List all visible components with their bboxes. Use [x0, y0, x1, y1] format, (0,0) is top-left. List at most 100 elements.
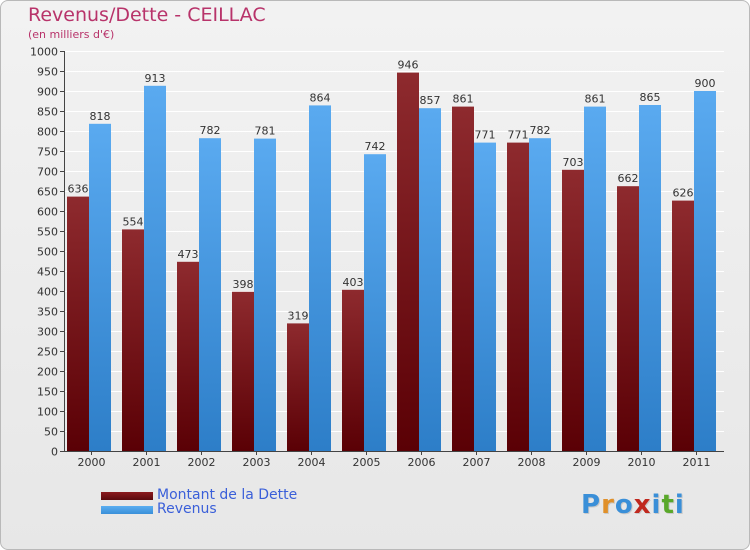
y-tick-label: 700 [37, 166, 58, 179]
y-tick-label: 350 [37, 306, 58, 319]
y-tick-label: 750 [37, 146, 58, 159]
y-tick-label: 800 [37, 126, 58, 139]
data-label-revenue-2009: 861 [585, 93, 606, 106]
bar-debt-2001 [122, 229, 144, 451]
y-tick-label: 300 [37, 326, 58, 339]
logo-letter: P [581, 490, 602, 520]
bar-revenue-2007 [474, 142, 496, 451]
y-tick-label: 500 [37, 246, 58, 259]
x-tick-label-2007: 2007 [463, 456, 491, 469]
data-label-debt-2005: 403 [343, 276, 364, 289]
legend-swatch-debt [101, 492, 153, 500]
x-tick-label-2008: 2008 [518, 456, 546, 469]
bar-revenue-2010 [639, 105, 661, 451]
data-label-revenue-2003: 781 [255, 125, 276, 138]
y-tick-label: 950 [37, 66, 58, 79]
bar-revenue-2006 [419, 108, 441, 451]
data-label-revenue-2000: 818 [90, 110, 111, 123]
bar-debt-2005 [342, 289, 364, 451]
data-label-debt-2010: 662 [618, 172, 639, 185]
y-tick-label: 550 [37, 226, 58, 239]
bar-debt-2003 [232, 291, 254, 451]
grid-lines [64, 51, 724, 452]
data-label-debt-2007: 861 [453, 93, 474, 106]
chart-title: Revenus/Dette - CEILLAC [28, 4, 266, 26]
data-label-debt-2001: 554 [123, 215, 144, 228]
y-tick-label: 400 [37, 286, 58, 299]
bar-debt-2006 [397, 72, 419, 451]
x-tick-label-2004: 2004 [298, 456, 326, 469]
y-tick-label: 600 [37, 206, 58, 219]
data-label-revenue-2011: 900 [695, 77, 716, 90]
y-axis-ticks: 0 50 100 150 200 250 300 350 400 450 500 550 600 650 7… [30, 46, 64, 459]
y-tick-label: 100 [37, 406, 58, 419]
x-axis-ticks: 2000 2001 2002 2003 2004 2005 2006 2007 2008 2009… [78, 451, 711, 469]
data-label-debt-2002: 473 [178, 248, 199, 261]
bar-revenue-2005 [364, 154, 386, 451]
y-tick-label: 150 [37, 386, 58, 399]
data-label-revenue-2002: 782 [200, 124, 221, 137]
data-label-revenue-2008: 782 [530, 124, 551, 137]
x-tick-label-2010: 2010 [628, 456, 656, 469]
y-tick-label: 450 [37, 266, 58, 279]
bars [67, 72, 716, 452]
legend-swatch-revenue [101, 506, 153, 514]
data-label-debt-2008: 771 [508, 129, 529, 142]
logo-letter: o [614, 490, 634, 520]
x-tick-label-2011: 2011 [683, 456, 711, 469]
data-label-revenue-2005: 742 [365, 140, 386, 153]
bar-revenue-2002 [199, 138, 221, 451]
bar-debt-2009 [562, 169, 584, 452]
bar-revenue-2004 [309, 105, 331, 452]
bar-revenue-2000 [89, 123, 111, 452]
data-label-revenue-2010: 865 [640, 91, 661, 104]
data-label-debt-2004: 319 [288, 309, 309, 322]
y-tick-label: 850 [37, 106, 58, 119]
logo-letter: i [651, 490, 662, 520]
x-tick-label-2003: 2003 [243, 456, 271, 469]
data-label-debt-2011: 626 [673, 187, 694, 200]
y-tick-label: 1000 [30, 46, 58, 59]
bar-debt-2000 [67, 196, 89, 451]
bar-revenue-2008 [529, 138, 551, 451]
logo-letter: r [601, 490, 615, 520]
axes [64, 51, 724, 452]
bar-debt-2004 [287, 323, 309, 451]
bar-debt-2007 [452, 106, 474, 451]
y-tick-label: 900 [37, 86, 58, 99]
data-label-debt-2000: 636 [68, 183, 89, 196]
x-tick-label-2000: 2000 [78, 456, 106, 469]
data-label-revenue-2001: 913 [145, 72, 166, 85]
bar-debt-2010 [617, 186, 639, 451]
bar-debt-2008 [507, 142, 529, 451]
y-tick-label: 650 [37, 186, 58, 199]
data-label-debt-2003: 398 [233, 278, 254, 291]
logo-letter: x [633, 490, 652, 520]
y-tick-label: 50 [44, 426, 58, 439]
data-label-revenue-2006: 857 [420, 94, 441, 107]
x-tick-label-2009: 2009 [573, 456, 601, 469]
x-tick-label-2002: 2002 [188, 456, 216, 469]
y-tick-label: 250 [37, 346, 58, 359]
data-label-debt-2009: 703 [563, 156, 584, 169]
logo-letter: i [674, 490, 685, 520]
legend-label-revenue: Revenus [157, 501, 217, 517]
chart-subtitle: (en milliers d'€) [28, 28, 115, 41]
data-labels: 636 818 554 913 473 782 398 781 319 864 403 742 946 8… [68, 59, 716, 323]
bar-revenue-2011 [694, 91, 716, 451]
bar-revenue-2009 [584, 106, 606, 451]
x-tick-label-2001: 2001 [133, 456, 161, 469]
proxiti-logo: Proxiti [581, 490, 685, 520]
x-tick-label-2006: 2006 [408, 456, 436, 469]
data-label-revenue-2007: 771 [475, 129, 496, 142]
bar-revenue-2001 [144, 85, 166, 452]
data-label-revenue-2004: 864 [310, 91, 331, 104]
data-label-debt-2006: 946 [398, 59, 419, 72]
y-tick-label: 0 [51, 446, 58, 459]
bar-revenue-2003 [254, 138, 276, 451]
legend-label-debt: Montant de la Dette [157, 487, 298, 503]
y-tick-label: 200 [37, 366, 58, 379]
bar-debt-2011 [672, 200, 694, 451]
